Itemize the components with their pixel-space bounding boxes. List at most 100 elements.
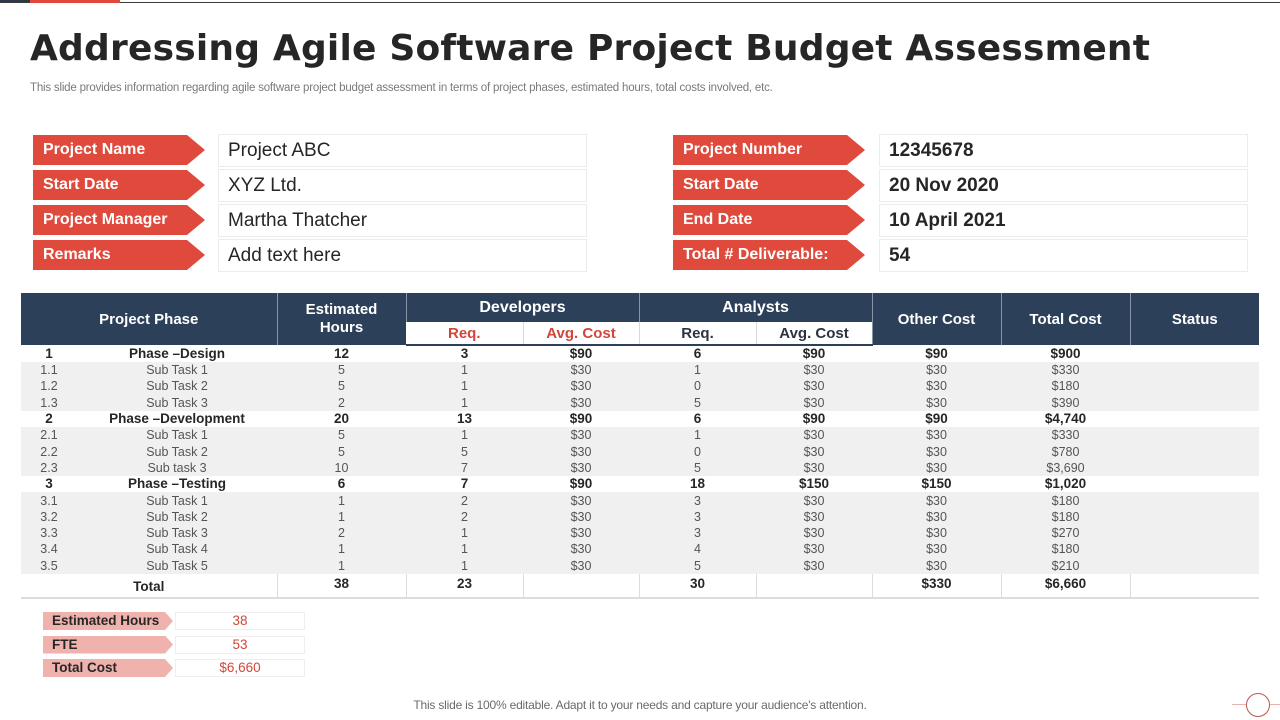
summary-total-cost-value[interactable]: $6,660: [175, 659, 305, 677]
totals-dev-req: 23: [405, 573, 523, 599]
row-other-cost: $30: [872, 362, 1002, 379]
phase-row: 1 Phase –Design 12 3 $90 6 $90 $90 $900: [21, 345, 1260, 362]
row-name: Sub Task 1: [77, 427, 277, 444]
top-accent-bar: [30, 0, 120, 3]
row-analyst-cost: $30: [756, 378, 873, 395]
row-dev-cost: $30: [523, 541, 640, 558]
row-dev-req: 3: [406, 345, 523, 362]
info-label: End Date: [673, 205, 865, 235]
row-id: 3.2: [21, 508, 77, 525]
row-analyst-cost: $30: [756, 362, 873, 379]
row-analyst-req: 18: [639, 476, 757, 493]
deliverables-field[interactable]: 54: [879, 239, 1248, 272]
row-status: [1130, 345, 1260, 362]
row-analyst-cost: $30: [756, 427, 873, 444]
row-analyst-cost: $30: [756, 492, 873, 509]
project-manager-field[interactable]: Martha Thatcher: [218, 204, 587, 237]
row-name: Sub Task 2: [77, 508, 277, 525]
header-dev-avg-cost: Avg. Cost: [522, 322, 640, 346]
row-hours: 5: [277, 378, 406, 395]
task-row: 3.3 Sub Task 3 2 1 $30 3 $30 $30 $270: [21, 524, 1260, 542]
row-dev-cost: $30: [523, 459, 640, 477]
row-total-cost: $1,020: [1001, 476, 1131, 493]
row-id: 3.1: [21, 492, 77, 509]
row-total-cost: $900: [1001, 345, 1131, 362]
totals-analyst-req: 30: [638, 573, 757, 599]
row-status: [1130, 508, 1260, 525]
totals-dev-cost: [522, 573, 640, 599]
summary-label: FTE: [43, 635, 173, 654]
row-hours: 5: [277, 362, 406, 379]
row-dev-req: 1: [406, 394, 523, 411]
totals-analyst-cost: [755, 573, 873, 599]
totals-status: [1129, 573, 1260, 599]
totals-label: Total: [21, 573, 277, 599]
row-dev-req: 1: [406, 524, 523, 542]
row-hours: 5: [277, 427, 406, 444]
row-dev-cost: $90: [523, 345, 640, 362]
task-row: 3.4 Sub Task 4 1 1 $30 4 $30 $30 $180: [21, 541, 1260, 558]
header-analyst-avg-cost: Avg. Cost: [755, 322, 873, 346]
row-dev-cost: $90: [523, 410, 640, 428]
task-row: 2.1 Sub Task 1 5 1 $30 1 $30 $30 $330: [21, 427, 1260, 444]
row-hours: 5: [277, 443, 406, 460]
header-developers: Developers: [405, 293, 640, 322]
row-hours: 1: [277, 557, 406, 574]
row-status: [1130, 476, 1260, 493]
row-dev-cost: $30: [523, 394, 640, 411]
row-other-cost: $30: [872, 394, 1002, 411]
row-dev-req: 7: [406, 476, 523, 493]
row-dev-req: 2: [406, 508, 523, 525]
remarks-field[interactable]: Add text here: [218, 239, 587, 272]
row-hours: 1: [277, 541, 406, 558]
row-id: 2: [21, 410, 77, 428]
start-date-field[interactable]: 20 Nov 2020: [879, 169, 1248, 202]
info-label: Remarks: [33, 240, 205, 270]
row-id: 2.2: [21, 443, 77, 460]
project-name-field[interactable]: Project ABC: [218, 134, 587, 167]
task-row: 1.1 Sub Task 1 5 1 $30 1 $30 $30 $330: [21, 362, 1260, 379]
summary-estimated-hours-value[interactable]: 38: [175, 612, 305, 630]
client-field[interactable]: XYZ Ltd.: [218, 169, 587, 202]
row-analyst-req: 3: [639, 508, 757, 525]
table-body: 1 Phase –Design 12 3 $90 6 $90 $90 $900 1.1 Sub Ta…: [21, 345, 1260, 574]
row-dev-cost: $30: [523, 362, 640, 379]
info-label: Start Date: [673, 170, 865, 200]
row-dev-cost: $30: [523, 427, 640, 444]
row-status: [1130, 541, 1260, 558]
budget-table: Project Phase Estimated Hours Developers…: [21, 293, 1260, 599]
row-analyst-req: 5: [639, 557, 757, 574]
row-analyst-cost: $30: [756, 394, 873, 411]
top-divider: [0, 2, 1280, 3]
end-date-field[interactable]: 10 April 2021: [879, 204, 1248, 237]
info-label: Project Number: [673, 135, 865, 165]
task-row: 3.2 Sub Task 2 1 2 $30 3 $30 $30 $180: [21, 508, 1260, 525]
row-other-cost: $30: [872, 378, 1002, 395]
row-analyst-cost: $90: [756, 345, 873, 362]
summary-fte-value[interactable]: 53: [175, 635, 305, 654]
row-status: [1130, 362, 1260, 379]
row-status: [1130, 459, 1260, 477]
page-title: Addressing Agile Software Project Budget…: [30, 28, 1151, 69]
row-analyst-cost: $30: [756, 459, 873, 477]
row-id: 2.1: [21, 427, 77, 444]
row-dev-cost: $30: [523, 492, 640, 509]
row-other-cost: $90: [872, 410, 1002, 428]
row-dev-req: 7: [406, 459, 523, 477]
row-dev-req: 1: [406, 557, 523, 574]
row-hours: 6: [277, 476, 406, 493]
row-name: Sub Task 1: [77, 492, 277, 509]
task-row: 2.2 Sub Task 2 5 5 $30 0 $30 $30 $780: [21, 443, 1260, 460]
row-id: 3.4: [21, 541, 77, 558]
project-number-field[interactable]: 12345678: [879, 134, 1248, 167]
totals-other-cost: $330: [871, 573, 1002, 599]
row-name: Sub Task 5: [77, 557, 277, 574]
row-dev-cost: $30: [523, 557, 640, 574]
header-analyst-req: Req.: [638, 322, 757, 346]
row-analyst-cost: $30: [756, 508, 873, 525]
row-id: 3.5: [21, 557, 77, 574]
row-analyst-req: 4: [639, 541, 757, 558]
row-hours: 1: [277, 508, 406, 525]
row-dev-cost: $30: [523, 443, 640, 460]
task-row: 3.1 Sub Task 1 1 2 $30 3 $30 $30 $180: [21, 492, 1260, 509]
